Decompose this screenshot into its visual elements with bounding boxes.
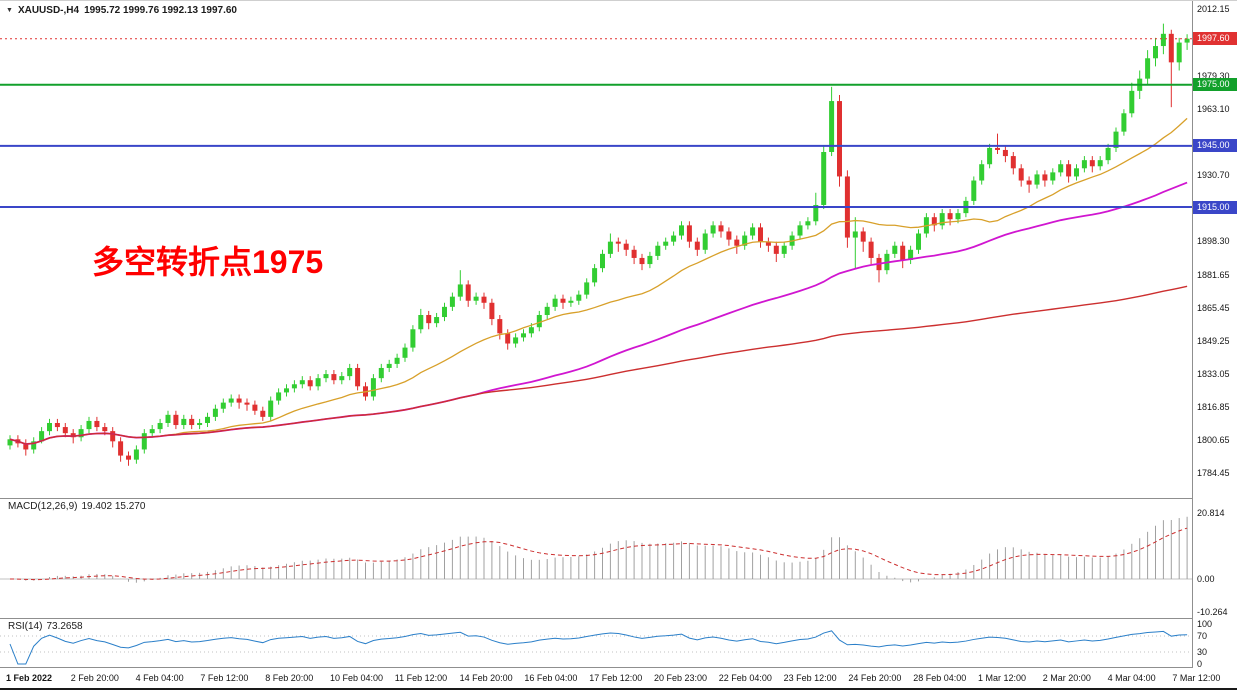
macd-indicator-label: MACD(12,26,9) 19.402 15.270 [8, 501, 145, 512]
time-label: 16 Feb 04:00 [524, 673, 578, 683]
price-scale[interactable]: 2012.15 1979.30 1963.10 1930.70 1898.30 1881.… [1193, 1, 1237, 669]
price-tick-label: 1833.05 [1197, 368, 1230, 379]
time-label: 22 Feb 04:00 [718, 673, 772, 683]
macd-values: 19.402 15.270 [81, 501, 146, 512]
time-label: 17 Feb 12:00 [589, 673, 643, 683]
price-tick-label: 1800.65 [1197, 434, 1230, 445]
rsi-scale-label: 100 [1197, 619, 1213, 629]
ma-fast-line [9, 117, 1188, 445]
indicator-grid [0, 578, 1192, 653]
time-label: 14 Feb 20:00 [459, 673, 513, 683]
time-axis[interactable]: 1 Feb 2022 2 Feb 20:00 4 Feb 04:00 7 Feb 12… [0, 668, 1237, 688]
macd-histogram [17, 516, 1188, 583]
rsi-scale-label: 70 [1197, 631, 1208, 641]
time-label: 28 Feb 04:00 [913, 673, 967, 683]
ohlc-values: 1995.72 1999.76 1992.13 1997.60 [84, 5, 237, 16]
time-label: 10 Feb 04:00 [330, 673, 384, 683]
rsi-scale-label: 30 [1197, 647, 1208, 657]
time-label: 4 Feb 04:00 [135, 673, 184, 683]
rsi-value: 73.2658 [46, 621, 83, 632]
price-tick-label: 1784.45 [1197, 468, 1230, 478]
chart-annotation: 多空转折点1975 [92, 244, 324, 280]
price-tick-label: 1816.85 [1197, 401, 1230, 412]
horizontal-level-lines [0, 83, 1192, 209]
time-label: 11 Feb 12:00 [394, 673, 448, 683]
price-tick-label: 2012.15 [1197, 4, 1230, 15]
price-tick-label: 1849.25 [1197, 335, 1230, 346]
current-price-badge: 1997.60 [1193, 32, 1237, 46]
level-price-badge: 1915.00 [1193, 200, 1237, 214]
macd-scale-label: -10.264 [1197, 606, 1228, 617]
price-tick-label: 1865.45 [1197, 302, 1230, 313]
time-label: 20 Feb 23:00 [654, 673, 708, 683]
symbol-marker-icon: ▼ [6, 6, 13, 14]
symbol-period-label: XAUUSD-,H4 [17, 5, 80, 16]
rsi-line [9, 630, 1188, 665]
time-label: 2 Mar 20:00 [1042, 673, 1091, 683]
rsi-name: RSI(14) [8, 621, 43, 632]
price-tick-label: 1979.30 [1197, 71, 1230, 81]
ohlc-header: ▼ XAUUSD-,H4 1995.72 1999.76 1992.13 199… [6, 5, 237, 16]
time-label: 23 Feb 12:00 [783, 673, 837, 683]
macd-scale-label: 20.814 [1197, 507, 1225, 518]
price-tick-label: 1963.10 [1197, 104, 1230, 114]
macd-signal-line [9, 527, 1188, 581]
time-label: 4 Mar 04:00 [1107, 673, 1156, 683]
ma-mid-line [9, 181, 1188, 445]
macd-scale-label: 0.00 [1197, 574, 1215, 584]
macd-name: MACD(12,26,9) [8, 501, 78, 512]
price-tick-label: 1898.30 [1197, 236, 1230, 247]
ma-slow-line [9, 285, 1188, 445]
time-label: 1 Feb 2022 [6, 673, 53, 683]
time-label: 7 Mar 12:00 [1172, 673, 1221, 683]
time-label: 7 Feb 12:00 [200, 673, 249, 683]
time-label: 2 Feb 20:00 [70, 673, 119, 683]
time-label: 8 Feb 20:00 [265, 673, 314, 683]
time-label: 24 Feb 20:00 [848, 673, 902, 683]
time-label: 1 Mar 12:00 [978, 673, 1027, 683]
price-tick-label: 1881.65 [1197, 269, 1230, 280]
level-price-badge: 1945.00 [1193, 139, 1237, 153]
rsi-scale-label: 0 [1197, 659, 1203, 669]
rsi-indicator-label: RSI(14) 73.2658 [8, 621, 83, 632]
price-tick-label: 1930.70 [1197, 170, 1230, 181]
level-price-badge: 1975.00 [1193, 78, 1237, 92]
